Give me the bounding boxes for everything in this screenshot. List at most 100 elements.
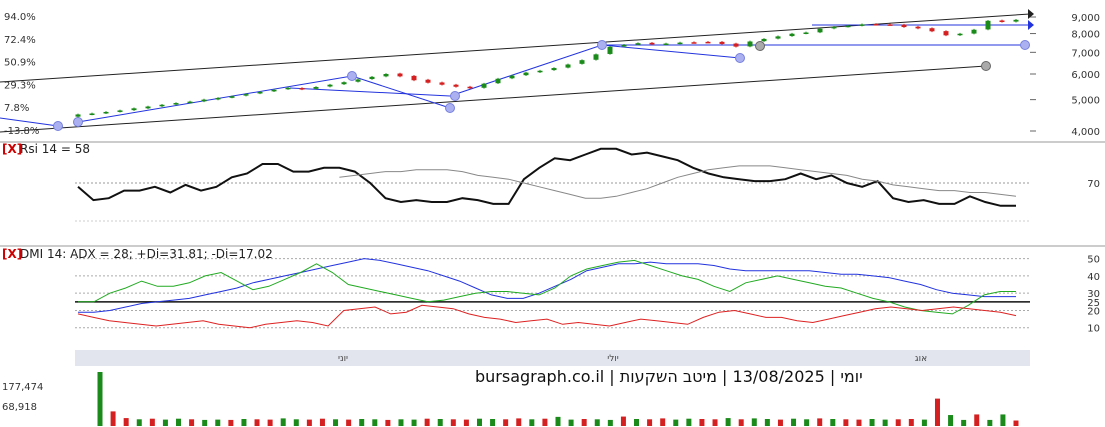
candle-body [929,28,935,32]
volume-bar [136,419,142,426]
volume-bar [280,418,286,426]
volume-bar [634,419,640,426]
volume-bar [660,418,666,426]
dmi-right-tick-label: 10 [1087,324,1100,335]
volume-bar [751,418,757,426]
candle-body [117,110,123,112]
volume-bar [450,419,456,426]
dmi-right-tick-label: 20 [1087,306,1100,317]
candle-body [845,25,851,28]
volume-bar [791,418,797,426]
rsi-panel: [X] Rsi 14 = 58 70 [0,141,1105,222]
candle-body [425,79,431,83]
volume-bar [333,419,339,426]
price-right-tick-label: 9,000 [1071,13,1100,24]
price-left-tick-label: 29.3% [4,80,36,91]
candle-body [817,28,823,33]
price-left-tick-label: 7.8% [4,103,29,114]
candle-body [103,111,109,114]
volume-bar [411,419,417,426]
volume-bar [620,416,626,426]
volume-bar [202,419,208,426]
rsi-line [77,147,1016,207]
volume-bar [712,419,718,426]
volume-axis-label-max: 177,474 [2,382,43,393]
volume-bar [267,419,273,426]
candle-body [887,24,893,26]
volume-bar [895,419,901,426]
volume-bar [738,419,744,426]
volume-bar [228,419,234,426]
candle-body [257,91,263,94]
volume-bar [843,419,849,426]
candle-body [915,26,921,29]
rsi-close-button[interactable]: [X] [2,142,22,156]
candle-body [677,42,683,45]
candle-body [635,43,641,45]
candle-body [467,86,473,89]
candle-body [859,24,865,26]
candle-body [957,33,963,36]
candle-body [789,33,795,37]
candle-body [271,89,277,92]
candle-body [971,29,977,34]
candle-body [481,83,487,88]
volume-bar [568,419,574,426]
volume-bar [961,419,967,426]
candle-body [159,104,165,107]
candle-body [747,41,753,47]
trend-anchor-point [445,103,455,113]
candle-body [565,64,571,68]
dmi-right-tick-label: 50 [1087,255,1100,266]
volume-bars [97,372,1019,426]
volume-bar [293,419,299,426]
dmi-right-tick-label: 40 [1087,272,1100,283]
candle-body [243,94,249,96]
rsi-right-axis: 70 [1087,179,1100,190]
candle-body [495,78,501,84]
volume-panel: 177,474 68,918 יומי | 13/08/2025 | מיטב … [2,367,1019,426]
volume-bar [503,419,509,426]
candle-body [733,43,739,47]
candle-body [285,87,291,90]
volume-bar [1013,420,1019,426]
volume-bar [97,372,103,426]
candle-body [369,76,375,80]
trend-anchor-point [597,40,607,50]
price-right-tick-label: 4,000 [1071,127,1100,138]
dmi-close-button[interactable]: [X] [2,247,22,261]
candle-body [215,97,221,100]
volume-bar [215,419,221,426]
volume-bar [699,419,705,426]
volume-bar [594,419,600,426]
adx-line [78,258,1016,313]
candle-body [901,24,907,28]
arrow-head-icon [1028,20,1034,30]
candle-body [985,20,991,30]
time-axis-band [75,350,1030,366]
volume-bar [254,419,260,426]
rsi-signal-line [339,165,1017,199]
volume-bar [581,419,587,426]
candle-body [439,82,445,85]
candle-body [579,60,585,64]
candle-body [229,96,235,98]
volume-bar [673,419,679,426]
lower-channel-line [0,65,987,133]
rsi-title: Rsi 14 = 58 [20,142,90,156]
volume-bar [1000,414,1006,426]
price-grid [1030,16,1036,132]
price-right-tick-label: 7,000 [1071,48,1100,59]
dmi-right-tick-label: 30 [1087,289,1100,300]
rsi-grid [75,182,1030,222]
volume-bar [882,419,888,426]
dmi-title: DMI 14: ADX = 28; +Di=31.81; -Di=17.02 [20,247,273,261]
candle-body [453,84,459,87]
candle-body [1013,19,1019,22]
candle-body [803,32,809,35]
volume-bar [149,418,155,426]
candle-body [411,75,417,81]
volume-bar [804,419,810,426]
